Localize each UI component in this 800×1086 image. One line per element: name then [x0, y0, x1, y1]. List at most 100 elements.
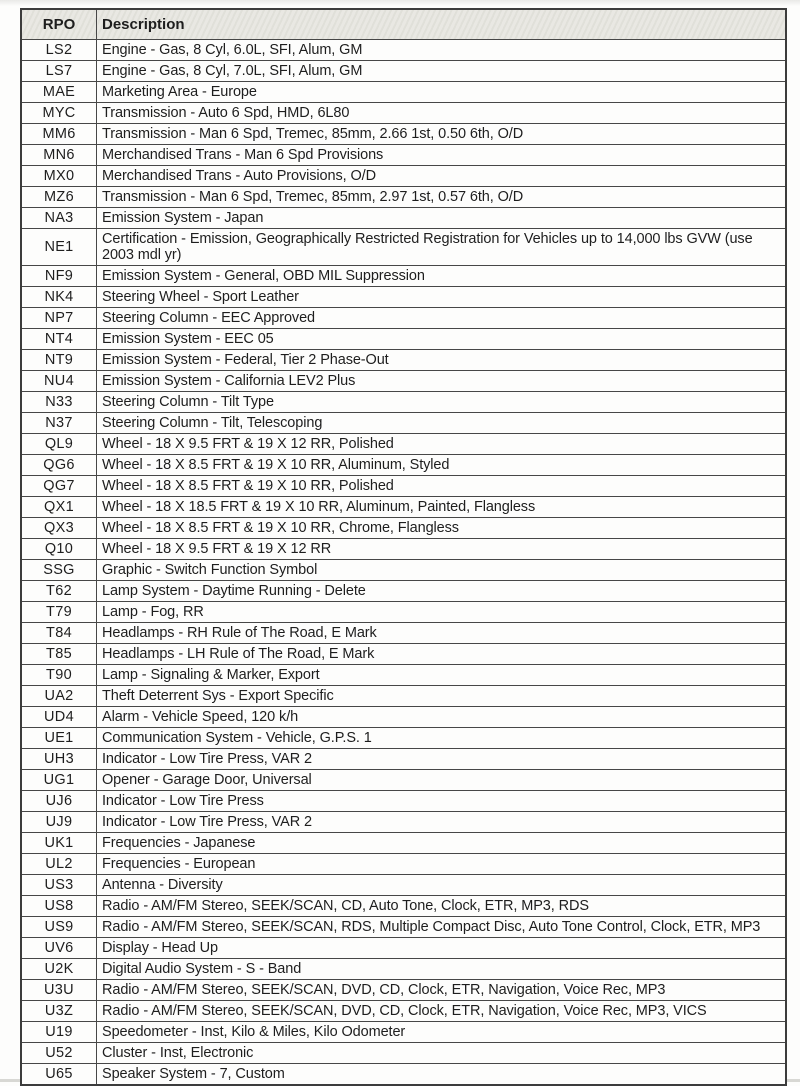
table-row: MM6 Transmission - Man 6 Spd, Tremec, 85m… [20, 123, 787, 145]
description-cell: Lamp - Signaling & Marker, Export [96, 664, 787, 686]
table-row: NT4 Emission System - EEC 05 [20, 328, 787, 350]
rpo-cell: Q10 [20, 538, 97, 560]
description-cell: Antenna - Diversity [96, 874, 787, 896]
rpo-table: RPO Description LS2 Engine - Gas, 8 Cyl, … [20, 8, 787, 1086]
description-cell: Theft Deterrent Sys - Export Specific [96, 685, 787, 707]
table-row: NK4 Steering Wheel - Sport Leather [20, 286, 787, 308]
description-cell: Display - Head Up [96, 937, 787, 959]
table-row: QG6 Wheel - 18 X 8.5 FRT & 19 X 10 RR, Al… [20, 454, 787, 476]
table-row: U52 Cluster - Inst, Electronic [20, 1042, 787, 1064]
table-row: UG1 Opener - Garage Door, Universal [20, 769, 787, 791]
table-row: UL2 Frequencies - European [20, 853, 787, 875]
rpo-cell: U65 [20, 1063, 97, 1086]
description-cell: Transmission - Man 6 Spd, Tremec, 85mm, … [96, 123, 787, 145]
description-cell: Wheel - 18 X 9.5 FRT & 19 X 12 RR [96, 538, 787, 560]
table-row: MYC Transmission - Auto 6 Spd, HMD, 6L80 [20, 102, 787, 124]
table-row: T79 Lamp - Fog, RR [20, 601, 787, 623]
rpo-cell: UJ6 [20, 790, 97, 812]
table-row: UH3 Indicator - Low Tire Press, VAR 2 [20, 748, 787, 770]
table-row: MAE Marketing Area - Europe [20, 81, 787, 103]
rpo-cell: QL9 [20, 433, 97, 455]
table-row: UA2 Theft Deterrent Sys - Export Specific [20, 685, 787, 707]
table-row: NA3 Emission System - Japan [20, 207, 787, 229]
table-row: UJ6 Indicator - Low Tire Press [20, 790, 787, 812]
rpo-cell: MZ6 [20, 186, 97, 208]
scanned-page: RPO Description LS2 Engine - Gas, 8 Cyl, … [20, 8, 787, 1086]
description-cell: Speaker System - 7, Custom [96, 1063, 787, 1086]
description-cell: Headlamps - RH Rule of The Road, E Mark [96, 622, 787, 644]
description-cell: Radio - AM/FM Stereo, SEEK/SCAN, CD, Aut… [96, 895, 787, 917]
description-cell: Graphic - Switch Function Symbol [96, 559, 787, 581]
description-cell: Emission System - Japan [96, 207, 787, 229]
table-row: SSG Graphic - Switch Function Symbol [20, 559, 787, 581]
description-cell: Merchandised Trans - Auto Provisions, O/… [96, 165, 787, 187]
table-row: LS7 Engine - Gas, 8 Cyl, 7.0L, SFI, Alum,… [20, 60, 787, 82]
table-row: US8 Radio - AM/FM Stereo, SEEK/SCAN, CD, … [20, 895, 787, 917]
rpo-cell: UD4 [20, 706, 97, 728]
rpo-cell: UK1 [20, 832, 97, 854]
description-cell: Emission System - General, OBD MIL Suppr… [96, 265, 787, 287]
rpo-cell: UH3 [20, 748, 97, 770]
table-row: T85 Headlamps - LH Rule of The Road, E Ma… [20, 643, 787, 665]
rpo-cell: U3Z [20, 1000, 97, 1022]
table-row: U19 Speedometer - Inst, Kilo & Miles, Kil… [20, 1021, 787, 1043]
rpo-cell: UA2 [20, 685, 97, 707]
description-cell: Engine - Gas, 8 Cyl, 6.0L, SFI, Alum, GM [96, 39, 787, 61]
scan-edge-top [0, 0, 800, 6]
description-cell: Radio - AM/FM Stereo, SEEK/SCAN, RDS, Mu… [96, 916, 787, 938]
description-cell: Headlamps - LH Rule of The Road, E Mark [96, 643, 787, 665]
rpo-cell: NT9 [20, 349, 97, 371]
table-row: UJ9 Indicator - Low Tire Press, VAR 2 [20, 811, 787, 833]
description-cell: Transmission - Auto 6 Spd, HMD, 6L80 [96, 102, 787, 124]
rpo-cell: MYC [20, 102, 97, 124]
description-cell: Cluster - Inst, Electronic [96, 1042, 787, 1064]
description-cell: Engine - Gas, 8 Cyl, 7.0L, SFI, Alum, GM [96, 60, 787, 82]
table-row: U3Z Radio - AM/FM Stereo, SEEK/SCAN, DVD,… [20, 1000, 787, 1022]
rpo-cell: US8 [20, 895, 97, 917]
rpo-cell: N37 [20, 412, 97, 434]
rpo-cell: SSG [20, 559, 97, 581]
rpo-cell: UE1 [20, 727, 97, 749]
rpo-cell: MAE [20, 81, 97, 103]
description-cell: Wheel - 18 X 18.5 FRT & 19 X 10 RR, Alum… [96, 496, 787, 518]
description-cell: Steering Wheel - Sport Leather [96, 286, 787, 308]
table-row: UD4 Alarm - Vehicle Speed, 120 k/h [20, 706, 787, 728]
table-row: UK1 Frequencies - Japanese [20, 832, 787, 854]
rpo-cell: NP7 [20, 307, 97, 329]
rpo-cell: NT4 [20, 328, 97, 350]
rpo-cell: T90 [20, 664, 97, 686]
rpo-cell: T85 [20, 643, 97, 665]
header-row: RPO Description [20, 8, 787, 40]
table-row: MX0 Merchandised Trans - Auto Provisions,… [20, 165, 787, 187]
table-row: U2K Digital Audio System - S - Band [20, 958, 787, 980]
description-cell: Speedometer - Inst, Kilo & Miles, Kilo O… [96, 1021, 787, 1043]
description-cell: Digital Audio System - S - Band [96, 958, 787, 980]
rpo-cell: NK4 [20, 286, 97, 308]
table-row: T84 Headlamps - RH Rule of The Road, E Ma… [20, 622, 787, 644]
rpo-cell: T79 [20, 601, 97, 623]
description-cell: Merchandised Trans - Man 6 Spd Provision… [96, 144, 787, 166]
rpo-column-header: RPO [20, 8, 97, 40]
description-cell: Radio - AM/FM Stereo, SEEK/SCAN, DVD, CD… [96, 1000, 787, 1022]
rpo-cell: U52 [20, 1042, 97, 1064]
table-row: QX3 Wheel - 18 X 8.5 FRT & 19 X 10 RR, Ch… [20, 517, 787, 539]
description-cell: Wheel - 18 X 8.5 FRT & 19 X 10 RR, Polis… [96, 475, 787, 497]
rpo-cell: QG6 [20, 454, 97, 476]
rpo-cell: MN6 [20, 144, 97, 166]
description-cell: Steering Column - EEC Approved [96, 307, 787, 329]
rpo-cell: MM6 [20, 123, 97, 145]
table-row: NT9 Emission System - Federal, Tier 2 Pha… [20, 349, 787, 371]
description-column-header: Description [96, 8, 787, 40]
description-cell: Transmission - Man 6 Spd, Tremec, 85mm, … [96, 186, 787, 208]
rpo-cell: NF9 [20, 265, 97, 287]
rpo-cell: UV6 [20, 937, 97, 959]
table-row: QL9 Wheel - 18 X 9.5 FRT & 19 X 12 RR, Po… [20, 433, 787, 455]
table-row: U65 Speaker System - 7, Custom [20, 1063, 787, 1086]
rpo-cell: T62 [20, 580, 97, 602]
description-cell: Lamp System - Daytime Running - Delete [96, 580, 787, 602]
table-row: MN6 Merchandised Trans - Man 6 Spd Provis… [20, 144, 787, 166]
description-cell: Indicator - Low Tire Press, VAR 2 [96, 811, 787, 833]
table-row: US9 Radio - AM/FM Stereo, SEEK/SCAN, RDS,… [20, 916, 787, 938]
description-cell: Marketing Area - Europe [96, 81, 787, 103]
rpo-cell: UJ9 [20, 811, 97, 833]
